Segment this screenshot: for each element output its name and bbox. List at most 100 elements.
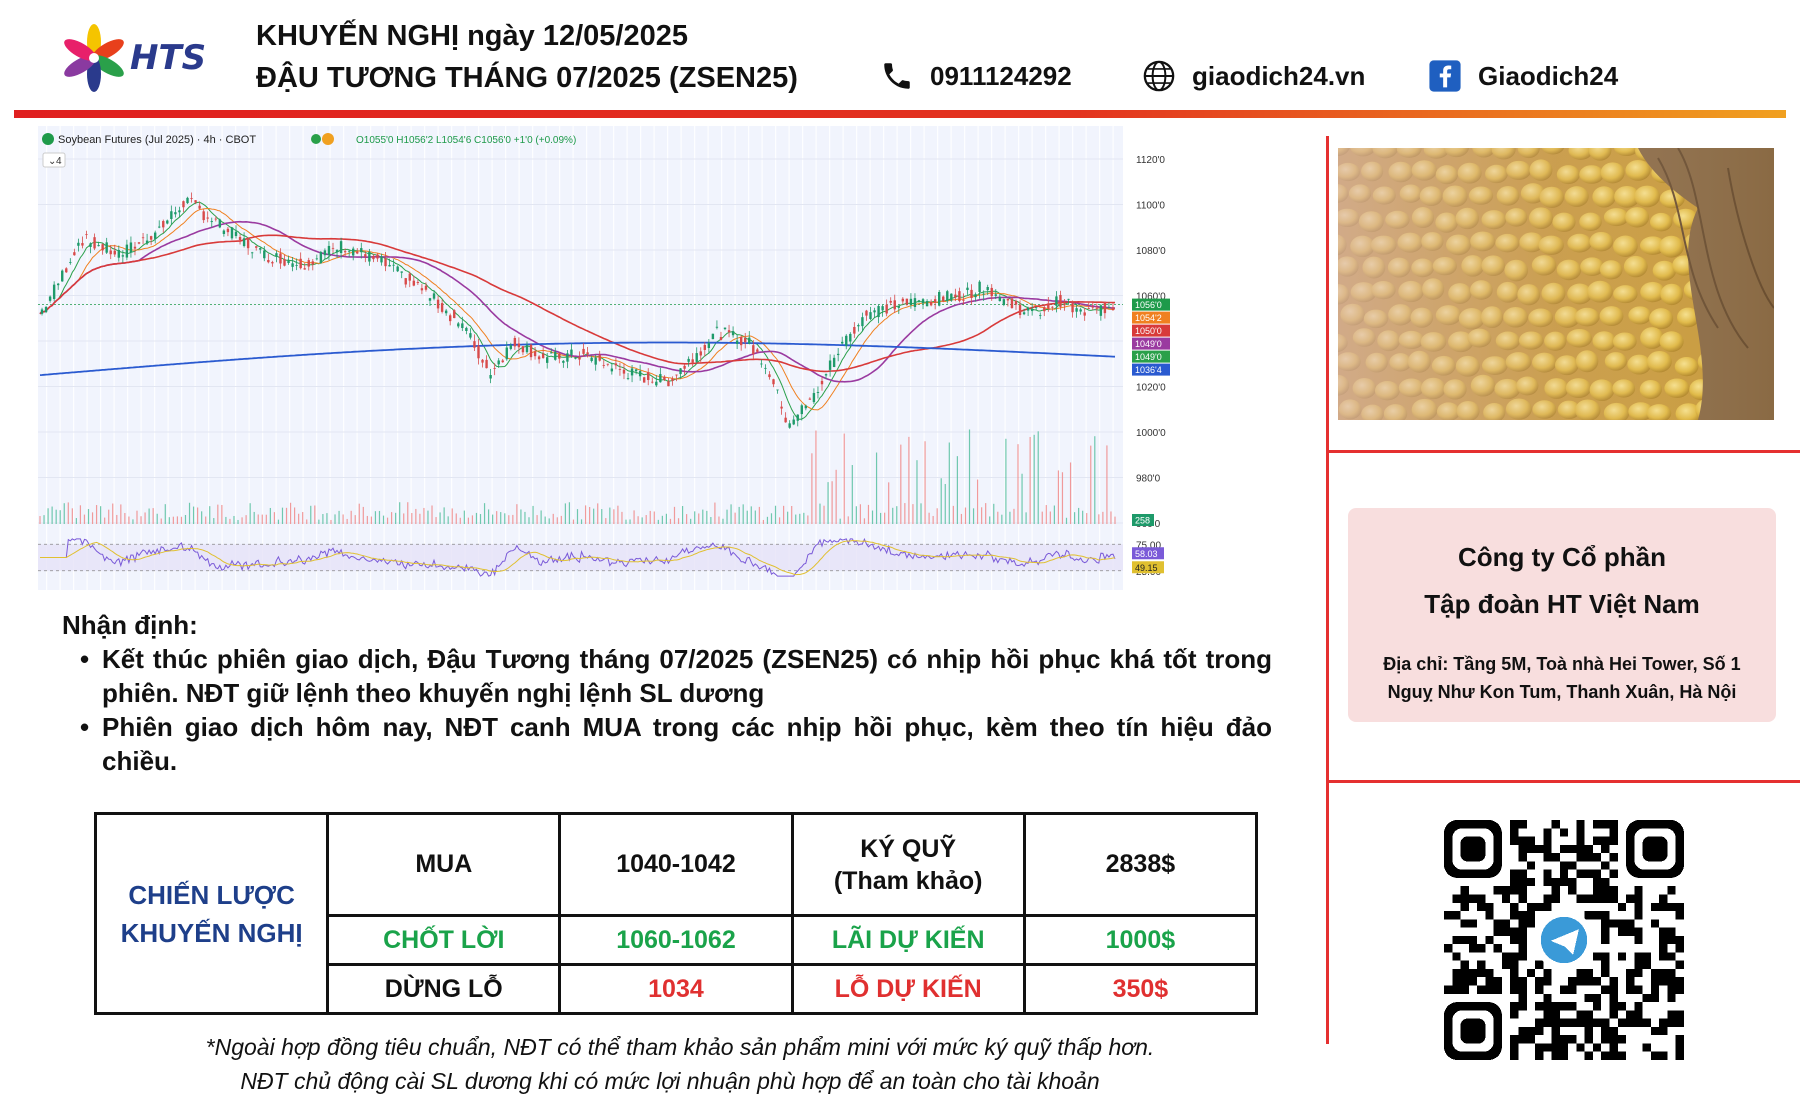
qr-module bbox=[1626, 968, 1635, 978]
qr-module bbox=[1543, 853, 1552, 862]
qr-module bbox=[1634, 1002, 1643, 1011]
website-contact[interactable]: giaodich24.vn bbox=[1142, 58, 1365, 94]
candle bbox=[582, 348, 585, 354]
candle bbox=[453, 310, 456, 319]
volume-bar bbox=[95, 505, 98, 524]
qr-module bbox=[1609, 919, 1618, 928]
strategy-heading-line2: KHUYẾN NGHỊ bbox=[120, 917, 303, 948]
volume-bar bbox=[463, 510, 465, 524]
candle bbox=[521, 346, 525, 353]
volume-bar bbox=[197, 507, 199, 524]
candle bbox=[255, 246, 258, 248]
candle bbox=[1099, 305, 1103, 316]
candle bbox=[1083, 312, 1086, 316]
volume-bar bbox=[576, 509, 579, 524]
qr-module bbox=[1675, 935, 1684, 945]
volume-bar bbox=[229, 518, 231, 524]
volume-bar bbox=[997, 511, 999, 524]
price-chart: 1120'01100'01080'01060'01040'01020'01000… bbox=[38, 126, 1308, 590]
qr-module bbox=[1584, 1026, 1593, 1036]
volume-bar bbox=[362, 506, 364, 524]
volume-bar bbox=[1009, 511, 1011, 524]
volume-bar bbox=[1106, 445, 1108, 524]
candle bbox=[986, 287, 989, 291]
margin-value: 2838$ bbox=[1022, 811, 1259, 918]
qr-module bbox=[1559, 1018, 1569, 1027]
candle bbox=[40, 309, 44, 314]
volume-bar bbox=[338, 510, 340, 524]
qr-module bbox=[1609, 977, 1618, 986]
candle bbox=[1039, 314, 1042, 316]
candle bbox=[283, 259, 286, 266]
qr-module bbox=[1526, 861, 1536, 870]
volume-bar bbox=[1061, 472, 1064, 524]
volume-bar bbox=[176, 516, 179, 524]
candle bbox=[836, 353, 840, 356]
candle bbox=[1071, 303, 1074, 313]
candle bbox=[158, 226, 161, 228]
price-tick: 980'0 bbox=[1136, 474, 1161, 485]
volume-bar bbox=[625, 519, 627, 524]
candle bbox=[226, 228, 230, 233]
qr-module bbox=[1642, 1043, 1651, 1052]
telegram-icon bbox=[1534, 910, 1594, 970]
candle bbox=[594, 357, 597, 365]
volume-bar bbox=[47, 508, 49, 524]
qr-module bbox=[1518, 985, 1527, 994]
volume-bar bbox=[233, 515, 235, 524]
qr-module bbox=[1675, 960, 1684, 969]
candle bbox=[178, 210, 181, 213]
candle bbox=[962, 299, 965, 301]
qr-module bbox=[1576, 1018, 1585, 1027]
qr-module bbox=[1617, 1002, 1627, 1011]
volume-bar bbox=[924, 441, 926, 524]
volume-bar bbox=[273, 512, 275, 524]
volume-bar bbox=[427, 510, 429, 524]
volume-bar bbox=[811, 453, 813, 524]
candle bbox=[667, 381, 670, 387]
volume-bar bbox=[249, 503, 251, 524]
volume-bar bbox=[285, 507, 288, 524]
candle bbox=[570, 349, 573, 355]
candle bbox=[327, 245, 331, 255]
candle bbox=[824, 374, 828, 376]
qr-module bbox=[1675, 944, 1684, 953]
candle bbox=[234, 231, 238, 237]
volume-bar bbox=[948, 442, 950, 524]
qr-module bbox=[1568, 985, 1577, 994]
qr-module bbox=[1601, 877, 1610, 887]
candle bbox=[356, 251, 359, 254]
price-badge-label: 1049'0 bbox=[1135, 339, 1162, 349]
qr-module bbox=[1626, 919, 1635, 928]
indicator-toggle[interactable] bbox=[42, 152, 66, 168]
price-tick: 1120'0 bbox=[1136, 155, 1165, 166]
phone-contact[interactable]: 0911124292 bbox=[880, 58, 1072, 94]
candle bbox=[820, 380, 824, 385]
qr-module bbox=[1460, 894, 1469, 903]
qr-module bbox=[1543, 977, 1552, 986]
volume-bar bbox=[787, 511, 789, 524]
qr-module bbox=[1584, 1010, 1593, 1019]
volume-bar bbox=[330, 519, 332, 524]
qr-module bbox=[1675, 1043, 1684, 1052]
volume-bar bbox=[188, 502, 191, 524]
candle bbox=[238, 236, 242, 240]
rsi-badge-label: 58.03 bbox=[1135, 549, 1158, 559]
qr-module bbox=[1510, 952, 1519, 961]
volume-bar bbox=[459, 517, 461, 524]
volume-bar bbox=[560, 515, 562, 524]
qr-module bbox=[1510, 828, 1519, 837]
candle bbox=[465, 327, 468, 331]
volume-bar bbox=[1017, 444, 1019, 524]
candle bbox=[218, 219, 222, 228]
candle bbox=[655, 381, 658, 386]
facebook-page: Giaodich24 bbox=[1478, 60, 1619, 91]
telegram-qr-code[interactable] bbox=[1444, 820, 1684, 1060]
qr-module bbox=[1468, 968, 1478, 978]
candle bbox=[933, 299, 937, 303]
candle bbox=[1079, 309, 1082, 312]
candle bbox=[566, 353, 569, 362]
volume-bar bbox=[580, 519, 583, 524]
volume-bar bbox=[411, 513, 413, 524]
facebook-contact[interactable]: Giaodich24 bbox=[1428, 58, 1618, 94]
